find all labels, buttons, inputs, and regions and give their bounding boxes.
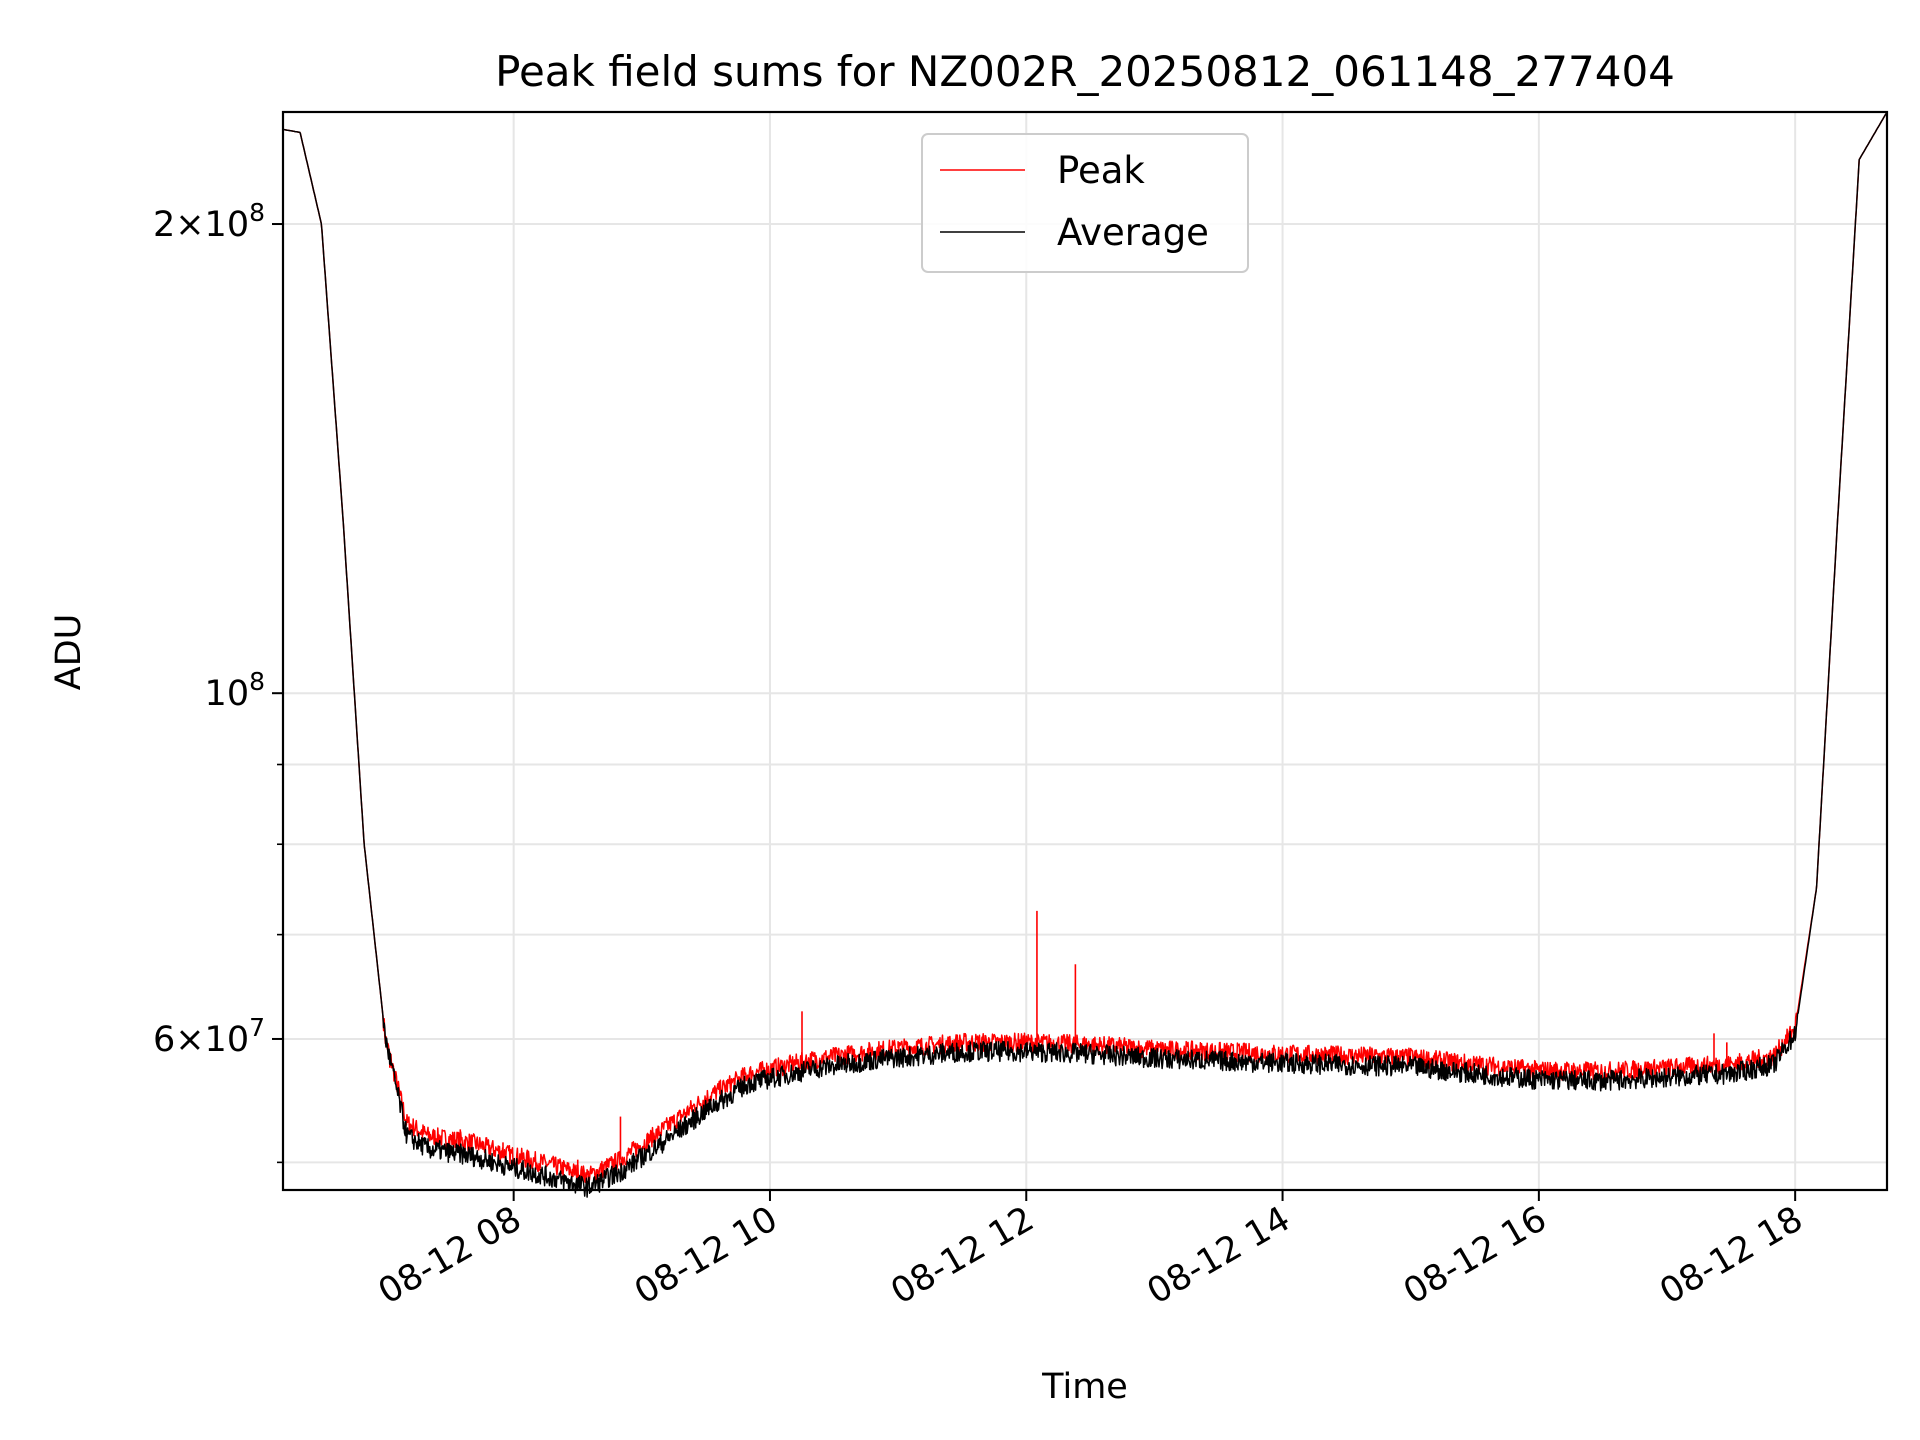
chart-title: Peak field sums for NZ002R_20250812_0611…: [495, 47, 1675, 96]
plot-frame: [281, 110, 1889, 1192]
y-tick-label: 108: [205, 667, 265, 714]
y-tick-label: 6×107: [153, 1013, 265, 1060]
legend: Peak Average: [921, 133, 1249, 273]
x-axis-label: Time: [1041, 1367, 1128, 1407]
series-layer: [282, 111, 1888, 1198]
y-axis-label: ADU: [49, 614, 89, 691]
legend-box: [921, 133, 1249, 273]
series-line-average: [282, 111, 1888, 1198]
y-tick-label: 2×108: [153, 198, 265, 245]
y-axis-ticks: 6×107 108 2×108: [153, 198, 283, 1164]
series-average: [282, 111, 1888, 1198]
legend-label-peak: Peak: [1057, 149, 1145, 192]
grid: [283, 112, 1887, 1190]
legend-label-average: Average: [1057, 211, 1209, 254]
